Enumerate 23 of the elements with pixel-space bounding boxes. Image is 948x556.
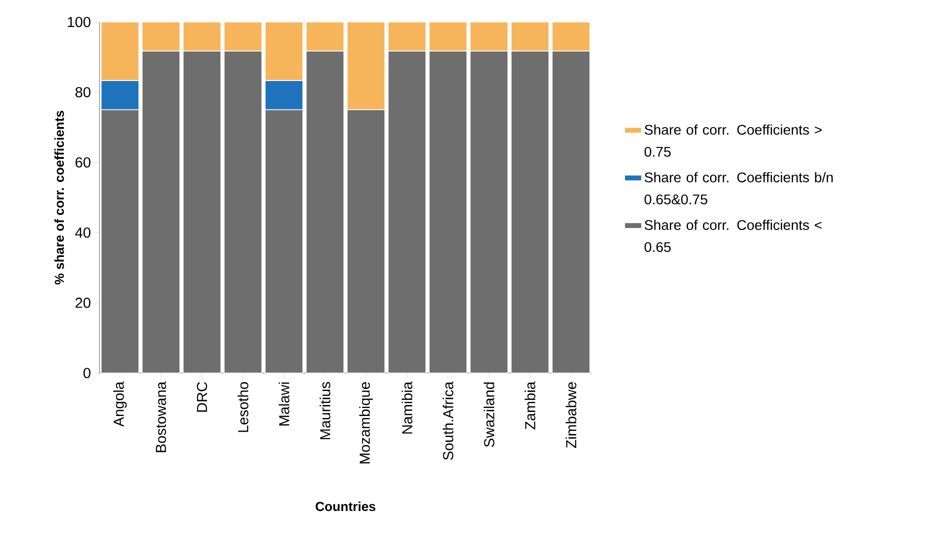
- x-tick-label: Zimbabwe: [566, 382, 576, 448]
- x-tick-label: Lesotho: [238, 382, 248, 432]
- y-tick-label: 100: [68, 16, 90, 28]
- y-tick-label: 60: [76, 157, 90, 168]
- legend-label: Share of corr. Coefficients < 0.65: [644, 220, 822, 252]
- x-tick-label: Mauritius: [320, 382, 330, 440]
- x-tick-label: Bostowana: [156, 382, 166, 452]
- y-tick-label: 0: [83, 368, 90, 378]
- x-axis-title: Countries: [316, 502, 376, 512]
- y-tick-label: 80: [75, 87, 90, 98]
- x-tick-label: Swaziland: [484, 382, 494, 447]
- y-axis-title: % share of corr. coefficients: [54, 110, 64, 284]
- x-tick-label: Namibia: [402, 382, 412, 434]
- x-tick-label: Zambia: [524, 382, 536, 430]
- x-tick-label: South.Africa: [442, 382, 454, 460]
- y-tick-label: 40: [75, 227, 90, 238]
- x-tick-label: Angola: [113, 382, 127, 427]
- legend-label: Share of corr. Coefficients b/n 0.65&0.75: [644, 172, 833, 204]
- y-tick-label: 20: [76, 298, 90, 308]
- x-tick-label: Mozambique: [359, 382, 373, 464]
- legend-label: Share of corr. Coefficients > 0.75: [644, 124, 822, 157]
- x-tick-label: Malawi: [278, 382, 290, 426]
- x-tick-label: DRC: [196, 382, 208, 412]
